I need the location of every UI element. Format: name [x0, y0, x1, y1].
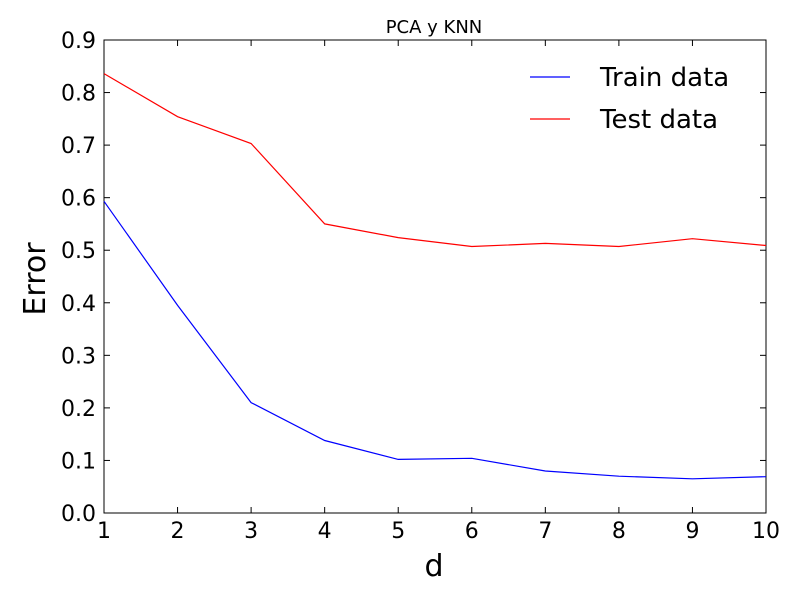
y-tick-label: 0.0 — [61, 502, 96, 527]
x-tick-label: 5 — [391, 519, 405, 544]
plot-area: 1 2 3 4 5 6 7 8 9 10 0.0 0.1 0.2 0.3 0.4 0.5 0.6 0.7 0.8 0.… — [61, 29, 780, 544]
x-tick-label: 3 — [244, 519, 258, 544]
test-data-line — [103, 73, 767, 248]
x-tick-label: 4 — [318, 519, 332, 544]
y-tick-label: 0.5 — [61, 239, 96, 264]
x-axis-label: d — [424, 549, 443, 584]
x-tick-label: 6 — [465, 519, 479, 544]
y-tick-label: 0.4 — [61, 292, 96, 317]
y-tick-label: 0.8 — [61, 82, 96, 107]
legend-label-train-data: Train data — [599, 63, 729, 93]
x-tick-label: 7 — [538, 519, 552, 544]
y-tick-label: 0.2 — [61, 397, 96, 422]
x-tick-label: 2 — [171, 519, 185, 544]
plot-frame — [103, 39, 767, 514]
x-tick-label: 9 — [685, 519, 699, 544]
legend-label-test-data: Test data — [599, 105, 718, 135]
y-axis-label: Error — [18, 242, 53, 316]
y-tick-label: 0.7 — [61, 134, 96, 159]
x-tick-label: 10 — [752, 519, 780, 544]
y-tick-label: 0.6 — [61, 187, 96, 212]
y-tick-label: 0.9 — [61, 29, 96, 54]
train-data-line — [103, 200, 767, 480]
x-tick-label: 8 — [612, 519, 626, 544]
y-tick-label: 0.1 — [61, 449, 96, 474]
chart-title: PCA y KNN — [386, 17, 483, 38]
x-tick-label: 1 — [97, 519, 111, 544]
y-tick-label: 0.3 — [61, 344, 96, 369]
